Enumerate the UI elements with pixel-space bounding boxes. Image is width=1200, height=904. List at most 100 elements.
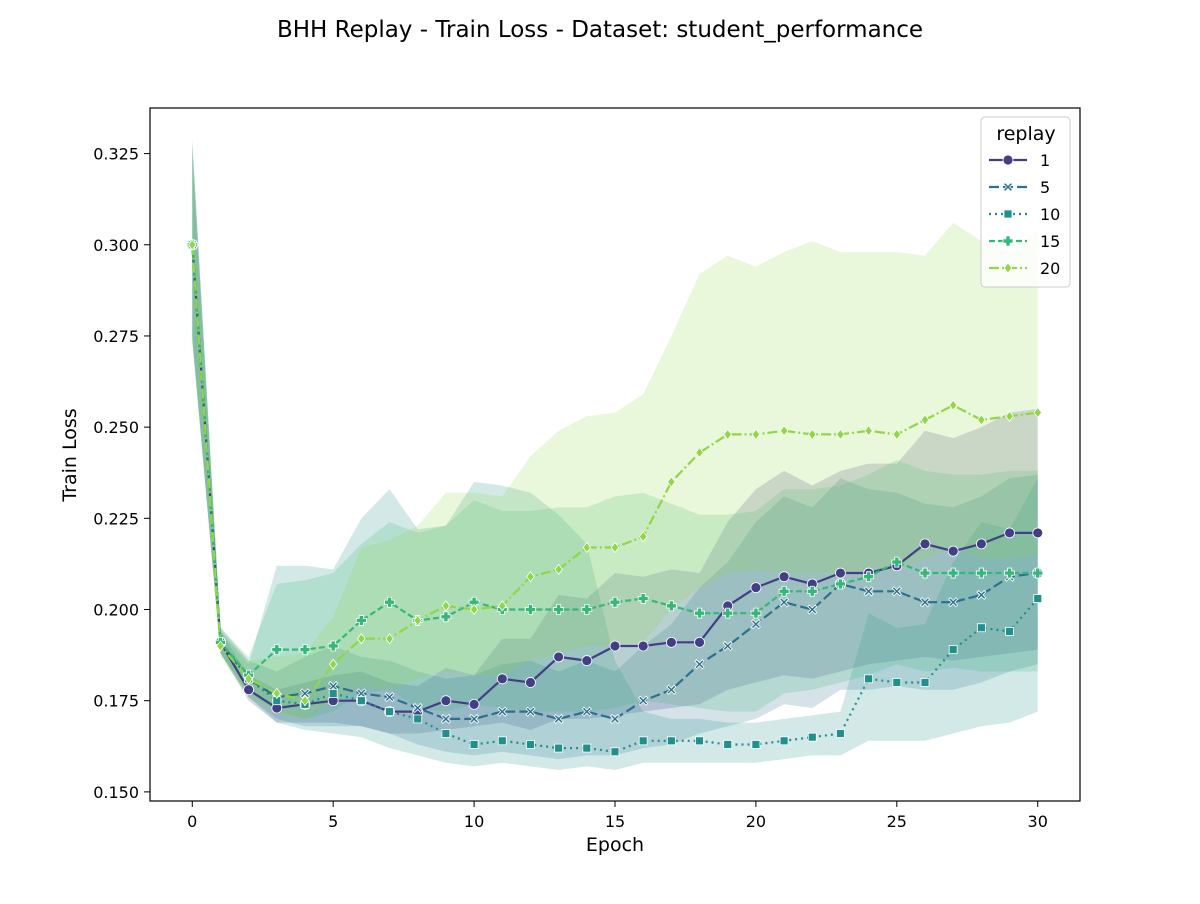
point-series-1 bbox=[440, 695, 452, 707]
legend-title: replay bbox=[996, 123, 1055, 145]
point-series-10 bbox=[695, 736, 704, 746]
y-tick-label: 0.175 bbox=[93, 692, 139, 711]
legend-marker bbox=[1003, 209, 1013, 219]
y-tick-label: 0.150 bbox=[93, 783, 139, 802]
point-series-20 bbox=[413, 614, 422, 627]
legend-item-1[interactable]: 1 bbox=[989, 151, 1050, 170]
point-series-10 bbox=[807, 732, 817, 742]
point-series-5 bbox=[609, 713, 621, 724]
legend-item-10[interactable]: 10 bbox=[989, 205, 1060, 224]
point-series-10 bbox=[469, 740, 479, 749]
point-series-5 bbox=[440, 713, 451, 724]
point-series-20 bbox=[469, 603, 479, 616]
point-series-15 bbox=[835, 578, 846, 590]
band-series-5 bbox=[192, 139, 1038, 760]
point-series-5 bbox=[919, 597, 931, 608]
point-series-15 bbox=[1004, 567, 1015, 579]
point-series-10 bbox=[328, 689, 338, 698]
legend-item-15[interactable]: 15 bbox=[989, 232, 1060, 251]
point-series-20 bbox=[667, 476, 676, 488]
point-series-15 bbox=[891, 556, 903, 568]
band-series-20 bbox=[192, 149, 1038, 719]
point-series-10 bbox=[948, 645, 958, 655]
point-series-15 bbox=[384, 596, 395, 608]
point-series-1 bbox=[694, 636, 705, 648]
y-tick-label: 0.275 bbox=[93, 327, 139, 346]
point-series-20 bbox=[498, 600, 507, 612]
point-series-15 bbox=[271, 644, 283, 656]
point-series-10 bbox=[385, 707, 394, 717]
point-series-20 bbox=[779, 425, 789, 437]
x-tick-label: 15 bbox=[605, 812, 625, 831]
y-tick-label: 0.225 bbox=[93, 509, 139, 528]
point-series-20 bbox=[1005, 410, 1014, 422]
point-series-5 bbox=[638, 695, 649, 706]
point-series-5 bbox=[581, 706, 592, 717]
point-series-15 bbox=[637, 593, 649, 604]
point-series-15 bbox=[806, 585, 818, 597]
point-series-5 bbox=[497, 706, 508, 717]
point-series-10 bbox=[836, 729, 845, 738]
point-series-1 bbox=[525, 677, 536, 688]
point-series-20 bbox=[808, 428, 817, 441]
point-series-20 bbox=[244, 673, 253, 685]
point-series-20 bbox=[892, 428, 902, 441]
y-axis: 0.150 0.175 0.200 0.225 0.250 0.275 0.300 0.325 bbox=[93, 145, 150, 802]
point-series-1 bbox=[1004, 527, 1015, 539]
point-series-1 bbox=[975, 538, 987, 550]
point-series-20 bbox=[751, 428, 761, 441]
point-series-1 bbox=[835, 567, 846, 579]
point-series-20 bbox=[948, 399, 958, 411]
point-series-5 bbox=[299, 688, 311, 699]
point-series-20 bbox=[188, 239, 197, 251]
point-series-15 bbox=[722, 607, 734, 619]
point-series-20 bbox=[554, 563, 563, 576]
point-series-20 bbox=[723, 428, 732, 441]
y-tick-label: 0.300 bbox=[93, 236, 139, 255]
confidence-bands bbox=[192, 139, 1038, 771]
series-markers bbox=[186, 239, 1044, 757]
point-series-10 bbox=[441, 729, 451, 738]
point-series-20 bbox=[216, 640, 225, 652]
point-series-1 bbox=[778, 571, 790, 583]
point-series-15 bbox=[525, 604, 536, 615]
point-series-10 bbox=[582, 743, 592, 753]
band-series-10 bbox=[192, 142, 1038, 771]
point-series-20 bbox=[610, 541, 620, 554]
x-axis-label: Epoch bbox=[586, 834, 644, 856]
point-series-15 bbox=[553, 604, 565, 615]
point-series-5 bbox=[694, 659, 705, 670]
point-series-15 bbox=[694, 607, 705, 619]
point-series-10 bbox=[497, 736, 507, 746]
point-series-1 bbox=[947, 545, 959, 557]
point-series-15 bbox=[440, 611, 452, 623]
x-tick-label: 30 bbox=[1028, 812, 1048, 831]
x-tick-label: 10 bbox=[464, 812, 484, 831]
point-series-10 bbox=[864, 674, 874, 684]
point-series-5 bbox=[891, 586, 902, 597]
point-series-1 bbox=[750, 582, 762, 594]
point-series-5 bbox=[666, 684, 677, 695]
x-tick-label: 0 bbox=[187, 812, 197, 831]
point-series-20 bbox=[357, 633, 366, 645]
point-series-10 bbox=[723, 740, 733, 749]
legend-item-20[interactable]: 20 bbox=[989, 259, 1060, 278]
point-series-1 bbox=[665, 636, 677, 648]
legend-label: 15 bbox=[1040, 232, 1060, 251]
x-tick-label: 5 bbox=[328, 812, 338, 831]
point-series-20 bbox=[385, 633, 394, 645]
point-series-10 bbox=[1005, 626, 1014, 636]
point-series-1 bbox=[496, 673, 508, 685]
y-tick-label: 0.325 bbox=[93, 145, 139, 164]
point-series-5 bbox=[722, 640, 733, 652]
point-series-20 bbox=[920, 414, 930, 426]
point-series-20 bbox=[695, 447, 704, 459]
legend-marker bbox=[1002, 181, 1014, 193]
legend-item-5[interactable]: 5 bbox=[989, 178, 1050, 197]
point-series-5 bbox=[356, 688, 367, 699]
point-series-1 bbox=[581, 655, 593, 666]
point-series-20 bbox=[864, 425, 873, 437]
point-series-20 bbox=[977, 414, 986, 426]
